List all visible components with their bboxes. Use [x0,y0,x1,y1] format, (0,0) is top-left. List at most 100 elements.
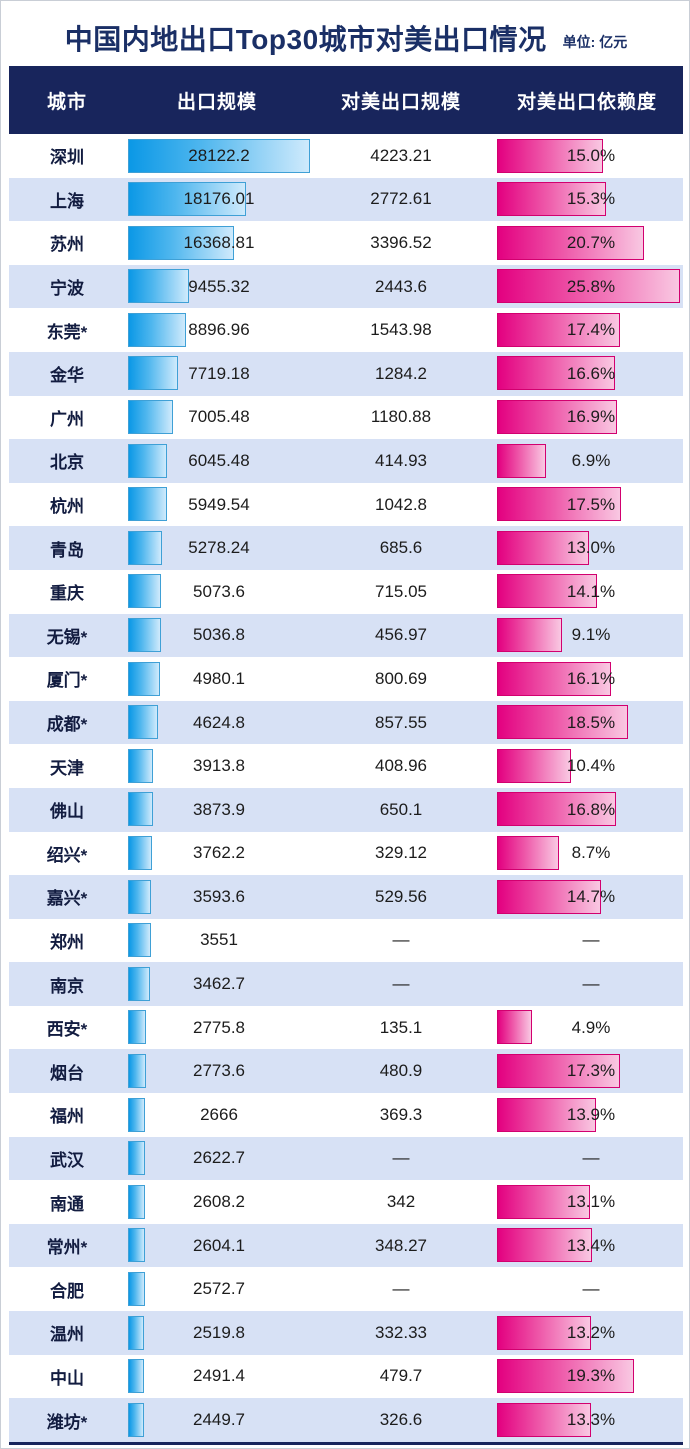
dependence-value: 17.3% [566,1061,616,1081]
export-bar [128,1010,146,1045]
unit-label: 单位: 亿元 [562,33,628,50]
export-value: 2622.7 [193,1148,245,1168]
us-export-value: 479.7 [379,1366,423,1386]
export-value: 28122.2 [188,145,250,165]
dependence-bar [497,748,571,783]
export-value: 3873.9 [193,799,245,819]
export-value: 3593.6 [193,886,245,906]
export-value: 5073.6 [193,581,245,601]
table-row: 重庆 5073.6 715.05 14.1% [9,569,683,614]
us-export-value: 332.33 [375,1322,427,1342]
export-value: 8896.96 [188,320,250,340]
dependence-bar [497,574,597,609]
us-export-value: 348.27 [375,1235,427,1255]
table-row: 宁波 9455.32 2443.6 25.8% [9,264,683,309]
table-row: 西安* 2775.8 135.1 4.9% [9,1005,683,1050]
dependence-value: — [582,974,600,994]
export-bar [128,182,246,217]
us-export-value: 800.69 [375,668,427,688]
us-export-value: 135.1 [379,1017,423,1037]
city-label: 武汉 [50,1150,84,1170]
dependence-bar [497,443,546,478]
city-label: 苏州 [50,235,84,255]
table-row: 东莞* 8896.96 1543.98 17.4% [9,308,683,352]
table-row: 南通 2608.2 342 13.1% [9,1180,683,1224]
table-row: 深圳 28122.2 4223.21 15.0% [9,134,683,178]
content-block: 中国内地出口Top30城市对美出口情况 单位: 亿元 城市 出口规模 对美出口规… [9,9,683,1445]
table-row: 郑州 3551 — — [9,918,683,963]
city-label: 宁波 [50,279,84,299]
dependence-bar [497,1402,592,1437]
table-row: 上海 18176.01 2772.61 15.3% [9,177,683,222]
dependence-value: 16.8% [566,799,616,819]
export-bar [128,356,178,391]
export-value: 5949.54 [188,494,250,514]
page-title: 中国内地出口Top30城市对美出口情况 [64,23,547,55]
table-row: 天津 3913.8 408.96 10.4% [9,744,683,788]
us-export-value: 342 [386,1192,416,1212]
table-row: 成都* 4624.8 857.55 18.5% [9,700,683,745]
city-label: 无锡* [46,627,88,647]
dependence-bar [497,400,617,435]
dependence-bar [497,1315,591,1350]
dependence-value: 4.9% [571,1017,611,1037]
dependence-value: — [582,1279,600,1299]
table-row: 绍兴* 3762.2 329.12 8.7% [9,831,683,876]
export-bar [128,487,167,522]
city-label: 厦门* [46,671,88,691]
dependence-bar [497,1228,592,1263]
us-export-value: — [392,974,410,994]
city-label: 南京 [50,976,84,996]
city-label: 青岛 [50,540,84,560]
city-label: 成都* [46,715,88,735]
export-value: 7005.48 [188,407,250,427]
dependence-bar [497,1359,634,1394]
dependence-value: 9.1% [571,625,611,645]
city-label: 温州 [50,1325,84,1345]
table-row: 烟台 2773.6 480.9 17.3% [9,1049,683,1094]
us-export-value: 3396.52 [370,232,432,252]
dependence-value: 13.4% [566,1235,616,1255]
export-value: 5036.8 [193,625,245,645]
dependence-value: 13.1% [566,1192,616,1212]
us-export-value: 326.6 [379,1410,423,1430]
table-header-row: 城市 出口规模 对美出口规模 对美出口依赖度 [9,66,683,134]
city-label: 北京 [50,453,84,473]
city-label: 天津 [50,758,84,778]
export-bar [128,574,161,609]
dependence-value: 19.3% [566,1366,616,1386]
us-export-value: 1180.88 [370,407,432,427]
us-export-value: 2443.6 [375,276,427,296]
export-value: 4624.8 [193,712,245,732]
export-bar [128,1271,145,1306]
export-bar [128,661,161,696]
city-label: 佛山 [50,802,84,822]
us-export-value: 329.12 [375,843,427,863]
dependence-value: 17.5% [566,494,616,514]
dependence-value: 17.4% [566,320,616,340]
us-export-value: 408.96 [375,756,427,776]
dependence-bar [497,1010,532,1045]
header-us-export-scale: 对美出口规模 [340,91,461,113]
dependence-bar [497,792,617,827]
table-row: 福州 2666 369.3 13.9% [9,1093,683,1137]
us-export-value: 480.9 [379,1061,423,1081]
export-bar [128,1359,145,1394]
dependence-bar [497,487,622,522]
table-row: 北京 6045.48 414.93 6.9% [9,439,683,483]
header-export-scale: 出口规模 [176,91,257,113]
export-value: 2491.4 [193,1366,245,1386]
export-bar [128,966,151,1001]
export-bar [128,530,163,565]
export-bar [128,748,154,783]
dependence-bar [497,530,590,565]
table-row: 南京 3462.7 — — [9,962,683,1006]
us-export-value: 4223.21 [370,145,432,165]
export-bar [128,705,158,740]
export-value: 3551 [200,930,238,950]
city-label: 南通 [50,1194,84,1214]
export-bar [128,1315,145,1350]
dependence-bar [497,138,604,173]
us-export-value: — [392,1148,410,1168]
